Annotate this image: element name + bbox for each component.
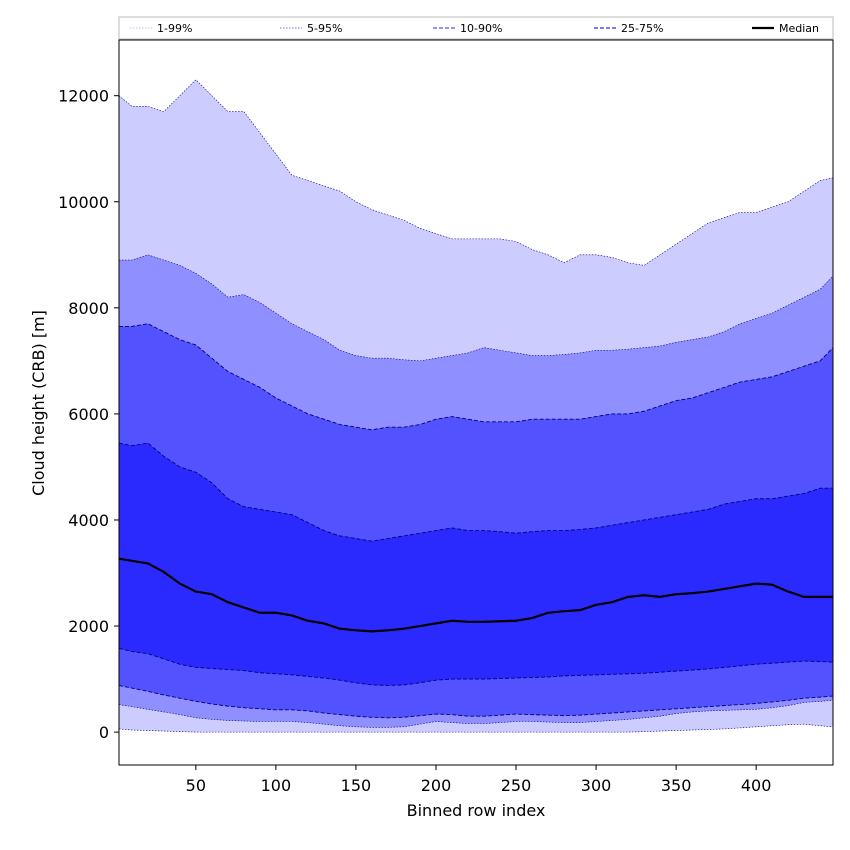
legend-label: 10-90% [460,22,502,35]
y-tick-label: 4000 [68,511,109,530]
plot-lines [118,79,834,733]
legend-label: Median [779,22,819,35]
x-tick-label: 400 [741,776,772,795]
y-tick-label: 10000 [58,193,109,212]
plot-areas [119,79,833,733]
x-tick-label: 350 [661,776,692,795]
legend-label: 25-75% [621,22,663,35]
x-tick-label: 100 [261,776,292,795]
y-tick-label: 2000 [68,617,109,636]
x-axis-label: Binned row index [407,801,546,820]
x-tick-label: 200 [421,776,452,795]
band-1-99%-lower-line [118,723,834,733]
x-tick-label: 250 [501,776,532,795]
y-axis-label: Cloud height (CRB) [m] [29,310,48,496]
y-tick-label: 6000 [68,405,109,424]
band-25-75%-lower-line [118,647,834,686]
band-10-90%-lower-line [118,685,834,719]
band-25-75%-area [119,443,833,686]
plot-frame [118,39,834,766]
x-tick-label: 150 [341,776,372,795]
y-axis-ticks: 0 2000 4000 6000 8000 10000 12000 [58,87,119,742]
legend-label: 5-95% [307,22,342,35]
band-25-75%-upper-line [118,442,833,542]
x-tick-label: 50 [186,776,206,795]
median-line [118,557,833,633]
y-tick-label: 8000 [68,299,109,318]
legend-box [118,16,834,40]
y-tick-label: 12000 [58,87,109,106]
band-1-99%-upper-line [118,79,834,266]
band-5-95%-upper-line [119,254,834,362]
x-tick-label: 300 [581,776,612,795]
band-5-95%-lower-line [118,699,834,728]
legend-label: 1-99% [157,22,192,35]
band-10-90%-upper-line [119,323,834,431]
x-axis-ticks: 50 100 150 200 250 300 350 400 [186,765,772,795]
y-tick-label: 0 [99,723,109,742]
legend: 1-99% 5-95% 10-90% 25-75% Median [118,16,834,40]
